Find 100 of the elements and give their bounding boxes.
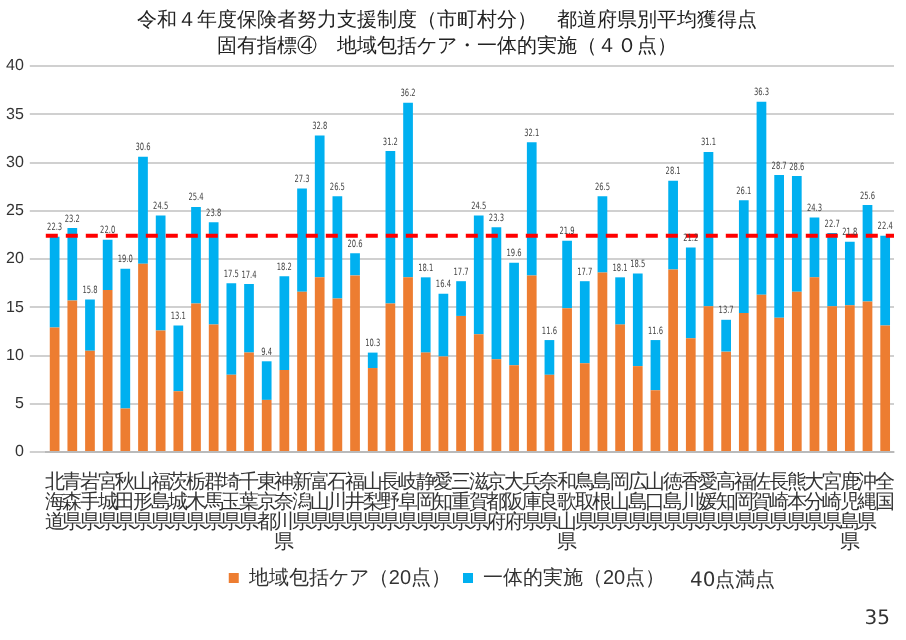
bar: [350, 275, 360, 451]
bar: [226, 374, 237, 451]
bar: [597, 196, 608, 273]
x-tick-label: 宮崎県: [822, 469, 843, 534]
bar: [650, 390, 661, 451]
x-tick-label: 鳥取県: [572, 469, 595, 534]
bar: [756, 294, 767, 451]
bar: [297, 291, 307, 451]
x-tick-label: 和歌山県: [557, 469, 578, 554]
bar: [350, 253, 360, 276]
text: 35: [864, 608, 890, 630]
bar: [332, 196, 343, 299]
x-tick-label: 山形県: [132, 469, 153, 534]
bar: [791, 176, 802, 292]
bar: [456, 315, 466, 451]
x-tick-label: 愛媛県: [698, 469, 719, 534]
bar: [491, 359, 502, 451]
bar: [332, 298, 343, 451]
x-tick-label: 東京都: [256, 469, 277, 534]
x-tick-label: 新潟県: [292, 469, 313, 534]
bar: [703, 306, 714, 451]
x-tick-label: 大阪府: [504, 469, 525, 534]
x-tick-label: 愛知県: [433, 469, 454, 534]
x-tick-label: 沖縄県: [855, 469, 878, 534]
bar: [756, 101, 767, 295]
bar: [191, 206, 201, 304]
x-tick-label: 茨城県: [166, 469, 189, 534]
x-tick-label: 広島県: [627, 469, 648, 534]
x-tick-label: 大分県: [804, 469, 825, 534]
bar: [880, 325, 891, 451]
bar: [67, 228, 78, 301]
bar: [615, 277, 625, 325]
x-tick-label: 青森県: [62, 469, 83, 534]
chart-subtitle: 固有指標④ 地域包括ケア・一体的実施（４０点）: [217, 33, 677, 58]
x-tick-label: 三重県: [451, 471, 472, 534]
bar: [138, 263, 148, 451]
x-tick-label: 奈良県: [539, 471, 560, 534]
bar: [738, 200, 749, 314]
bar: [473, 334, 484, 451]
bar: [385, 303, 396, 451]
bar: [509, 262, 519, 366]
bar: [774, 317, 784, 451]
bar: [155, 215, 166, 331]
bar: [544, 374, 555, 451]
y-tick-label: 35: [5, 104, 25, 123]
bar: [438, 293, 449, 357]
x-tick-label: 岡山県: [610, 471, 631, 534]
bar: [544, 340, 555, 375]
x-tick-label: 長野県: [380, 471, 401, 534]
bar: [668, 269, 678, 451]
bar: [120, 408, 131, 451]
x-tick-label: 鹿児島県: [839, 469, 860, 554]
bar: [173, 391, 184, 451]
bar: [403, 102, 413, 278]
y-tick-label: 10: [5, 345, 25, 364]
bar: [827, 232, 838, 307]
x-tick-label: 山口県: [645, 469, 666, 534]
bar: [314, 135, 325, 278]
bar: [562, 308, 572, 451]
bar: [155, 330, 166, 451]
x-tick-label: 香川県: [680, 469, 701, 534]
x-tick-label: 全国: [875, 469, 896, 514]
x-tick-label: 千葉県: [239, 469, 260, 534]
bar: [102, 289, 113, 451]
bar: [297, 188, 307, 292]
bar: [244, 284, 254, 353]
bar: [261, 399, 272, 451]
bar: [774, 175, 784, 318]
bar: [438, 356, 449, 451]
bar: [67, 300, 78, 451]
y-tick-label: 0: [14, 442, 25, 461]
x-tick-label: 滋賀県: [468, 469, 489, 534]
bar: [173, 325, 184, 392]
x-tick-label: 島根県: [592, 469, 613, 534]
x-tick-label: 山梨県: [362, 469, 383, 534]
bar: [509, 365, 519, 451]
bar: [456, 281, 466, 316]
bar: [650, 340, 661, 391]
x-tick-label: 秋田県: [115, 469, 136, 534]
x-tick-label: 富山県: [309, 469, 330, 534]
bar: [632, 273, 643, 367]
bar: [526, 275, 537, 451]
bar: [314, 277, 325, 451]
x-tick-label: 埼玉県: [219, 469, 242, 534]
bar: [597, 272, 608, 451]
x-tick-label: 福井県: [345, 469, 366, 534]
bar: [85, 299, 95, 351]
bar: [579, 363, 590, 451]
text: 40点満点: [690, 567, 776, 594]
chart-title: 令和４年度保険者努力支援制度（市町村分） 都道府県別平均獲得点: [137, 7, 757, 32]
bar: [862, 204, 873, 302]
y-tick-label: 15: [5, 297, 25, 316]
bar: [420, 277, 431, 353]
bar: [138, 156, 148, 264]
x-tick-label: 徳島県: [663, 471, 684, 534]
y-tick-label: 5: [14, 394, 25, 413]
bar: [420, 352, 431, 451]
bar: [791, 291, 802, 451]
bar: [844, 305, 855, 451]
bar: [49, 236, 60, 328]
